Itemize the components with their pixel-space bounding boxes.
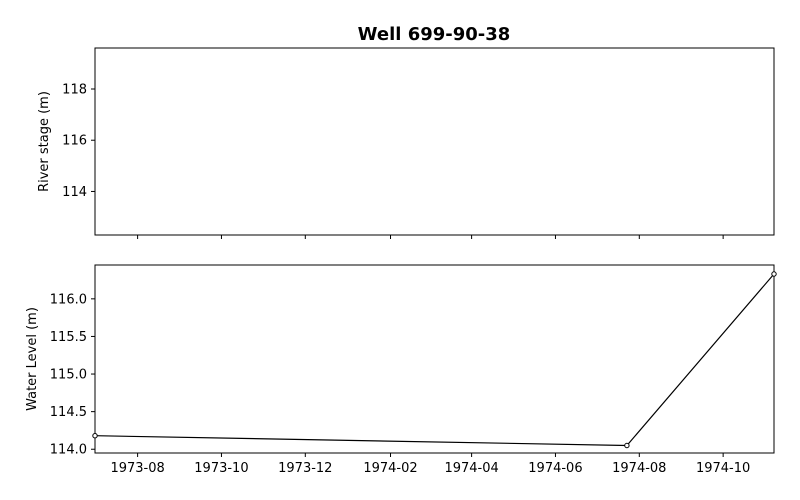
river-stage-plot-frame bbox=[94, 47, 775, 236]
y-tick-label: 115.0 bbox=[50, 368, 87, 383]
river-stage-ylabel: River stage (m) bbox=[37, 91, 52, 192]
y-tick-label: 116.0 bbox=[50, 292, 87, 307]
river-stage-panel: River stage (m) 114 116 118 bbox=[37, 47, 775, 239]
data-point bbox=[771, 271, 777, 277]
y-tick-label: 114.5 bbox=[50, 405, 87, 420]
water-level-y-ticks: 114.0 114.5 115.0 115.5 116.0 bbox=[50, 292, 95, 458]
x-tick-label: 1973-12 bbox=[278, 461, 332, 476]
river-stage-y-ticks: 114 116 118 bbox=[62, 82, 95, 200]
data-point bbox=[92, 433, 98, 439]
x-tick-label: 1974-04 bbox=[444, 461, 498, 476]
x-tick-label: 1974-06 bbox=[528, 461, 582, 476]
y-tick-label: 116 bbox=[62, 134, 87, 149]
y-tick-label: 118 bbox=[62, 82, 87, 97]
water-level-plot-frame bbox=[94, 264, 775, 454]
x-tick-label: 1973-08 bbox=[110, 461, 164, 476]
water-level-x-ticks: 1973-08 1973-10 1973-12 1974-02 1974-04 1974-… bbox=[110, 453, 750, 476]
water-level-ylabel: Water Level (m) bbox=[25, 307, 40, 411]
data-point bbox=[624, 442, 630, 449]
y-tick-label: 114.0 bbox=[50, 443, 87, 458]
water-level-line bbox=[94, 273, 775, 447]
x-tick-label: 1973-10 bbox=[194, 461, 248, 476]
y-tick-label: 114 bbox=[62, 185, 87, 200]
river-stage-x-ticks bbox=[137, 235, 724, 239]
chart-title: Well 699-90-38 bbox=[358, 24, 511, 45]
x-tick-label: 1974-10 bbox=[696, 461, 750, 476]
x-tick-label: 1974-08 bbox=[612, 461, 666, 476]
water-level-panel: Water Level (m) 114.0 114.5 115.0 115.5 116.… bbox=[25, 264, 777, 476]
y-tick-label: 115.5 bbox=[50, 330, 87, 345]
water-level-series bbox=[92, 271, 777, 449]
x-tick-label: 1974-02 bbox=[363, 461, 417, 476]
